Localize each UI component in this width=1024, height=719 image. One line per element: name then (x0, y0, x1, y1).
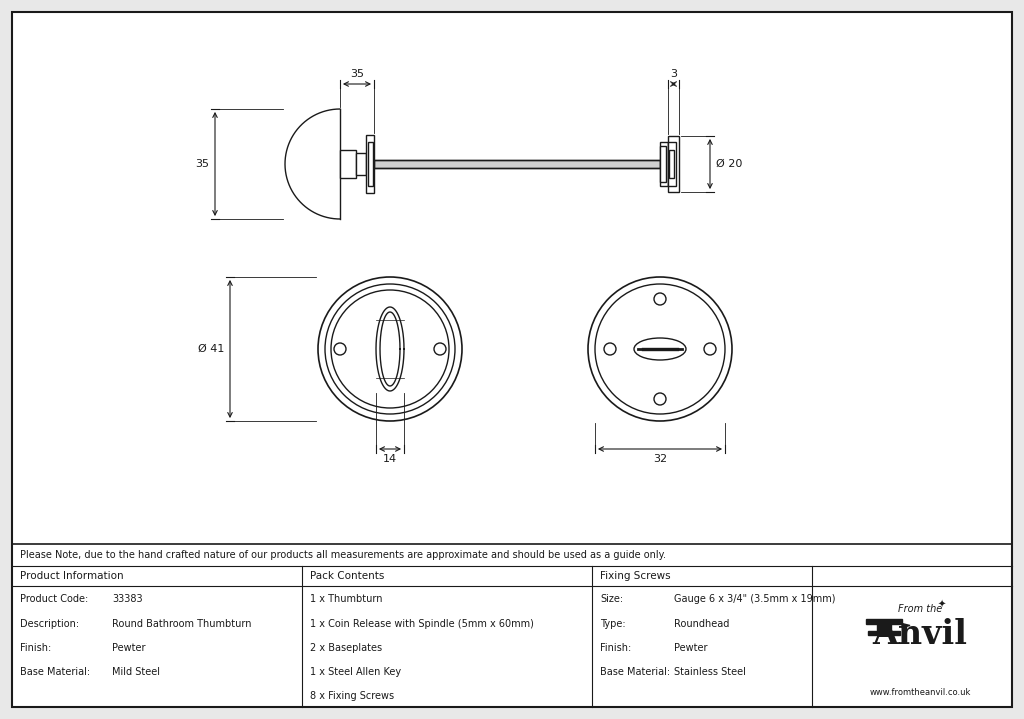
Text: Stainless Steel: Stainless Steel (674, 667, 745, 677)
Text: Pack Contents: Pack Contents (310, 571, 384, 581)
Bar (368, 142, 373, 186)
Bar (668, 142, 676, 186)
Text: Description:: Description: (20, 618, 79, 628)
Bar (340, 150, 356, 178)
Text: www.fromtheanvil.co.uk: www.fromtheanvil.co.uk (869, 688, 971, 697)
Text: Base Material:: Base Material: (20, 667, 90, 677)
Text: Roundhead: Roundhead (674, 618, 729, 628)
Text: Type:: Type: (600, 618, 626, 628)
Bar (668, 136, 679, 192)
Text: 33383: 33383 (112, 595, 142, 604)
Text: Ø 41: Ø 41 (198, 344, 224, 354)
Text: 2 x Baseplates: 2 x Baseplates (310, 643, 382, 653)
Text: 14: 14 (383, 454, 397, 464)
Text: From the: From the (898, 603, 942, 613)
Text: Please Note, due to the hand crafted nature of our products all measurements are: Please Note, due to the hand crafted nat… (20, 550, 666, 560)
Text: ✦: ✦ (938, 600, 946, 610)
Text: 1 x Coin Release with Spindle (5mm x 60mm): 1 x Coin Release with Spindle (5mm x 60m… (310, 618, 534, 628)
Bar (660, 146, 666, 182)
Text: Anvil: Anvil (872, 618, 968, 651)
Polygon shape (866, 618, 902, 623)
Text: 1 x Steel Allen Key: 1 x Steel Allen Key (310, 667, 401, 677)
Text: Round Bathroom Thumbturn: Round Bathroom Thumbturn (112, 618, 252, 628)
Text: Fixing Screws: Fixing Screws (600, 571, 671, 581)
Text: Mild Steel: Mild Steel (112, 667, 160, 677)
Text: 32: 32 (653, 454, 667, 464)
Text: 8 x Fixing Screws: 8 x Fixing Screws (310, 691, 394, 701)
Text: Product Code:: Product Code: (20, 595, 88, 604)
Bar (356, 153, 366, 175)
Text: Size:: Size: (600, 595, 624, 604)
Bar (660, 142, 668, 186)
Text: 35: 35 (350, 69, 364, 79)
Polygon shape (868, 631, 900, 634)
Text: 3: 3 (670, 69, 677, 79)
Bar (374, 160, 660, 168)
Text: Finish:: Finish: (600, 643, 631, 653)
Polygon shape (877, 623, 891, 631)
Bar (366, 135, 374, 193)
Text: 35: 35 (195, 159, 209, 169)
Text: Pewter: Pewter (674, 643, 708, 653)
Text: Gauge 6 x 3/4" (3.5mm x 19mm): Gauge 6 x 3/4" (3.5mm x 19mm) (674, 595, 836, 604)
Text: Finish:: Finish: (20, 643, 51, 653)
Text: Product Information: Product Information (20, 571, 124, 581)
Text: Base Material:: Base Material: (600, 667, 670, 677)
Text: 1 x Thumbturn: 1 x Thumbturn (310, 595, 383, 604)
Bar (669, 150, 674, 178)
Polygon shape (902, 623, 910, 628)
Text: Pewter: Pewter (112, 643, 145, 653)
Text: Ø 20: Ø 20 (716, 159, 742, 169)
